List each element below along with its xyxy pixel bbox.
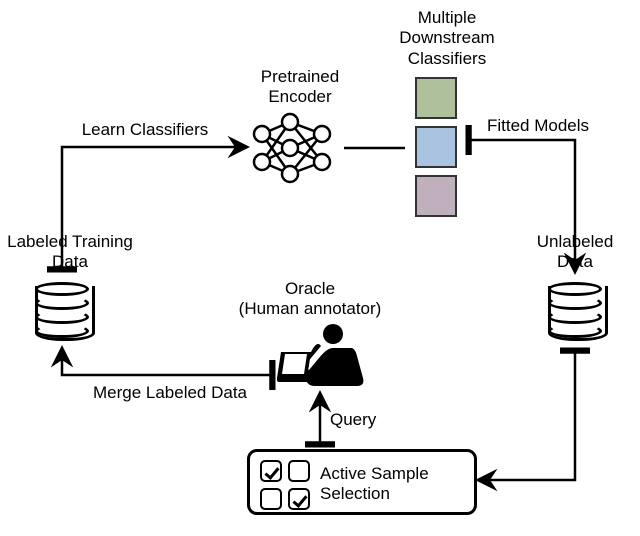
oracle-label: Oracle(Human annotator) (210, 279, 410, 320)
check-cell-3 (260, 488, 282, 510)
classifier-box-1 (415, 77, 457, 119)
check-cell-4 (288, 488, 310, 510)
selection-box: Active SampleSelection (247, 449, 477, 515)
encoder-icon (248, 108, 344, 188)
labeled-db-icon (35, 282, 89, 342)
classifier-box-2 (415, 126, 457, 168)
multiple-classifiers-label: MultipleDownstreamClassifiers (382, 8, 512, 69)
check-cell-2 (288, 460, 310, 482)
labeled-data-label: Labeled TrainingData (0, 232, 145, 273)
active-selection-label: Active SampleSelection (320, 464, 470, 505)
unlabeled-db-icon (548, 282, 602, 342)
learn-classifiers-label: Learn Classifiers (70, 120, 220, 140)
unlabeled-data-label: UnlabeledData (520, 232, 630, 273)
classifier-box-3 (415, 175, 457, 217)
check-cell-1 (260, 460, 282, 482)
fitted-models-label: Fitted Models (478, 116, 598, 136)
merge-labeled-label: Merge Labeled Data (80, 383, 260, 403)
oracle-icon (277, 322, 367, 388)
pretrained-encoder-label: PretrainedEncoder (245, 67, 355, 108)
query-label: Query (330, 410, 390, 430)
